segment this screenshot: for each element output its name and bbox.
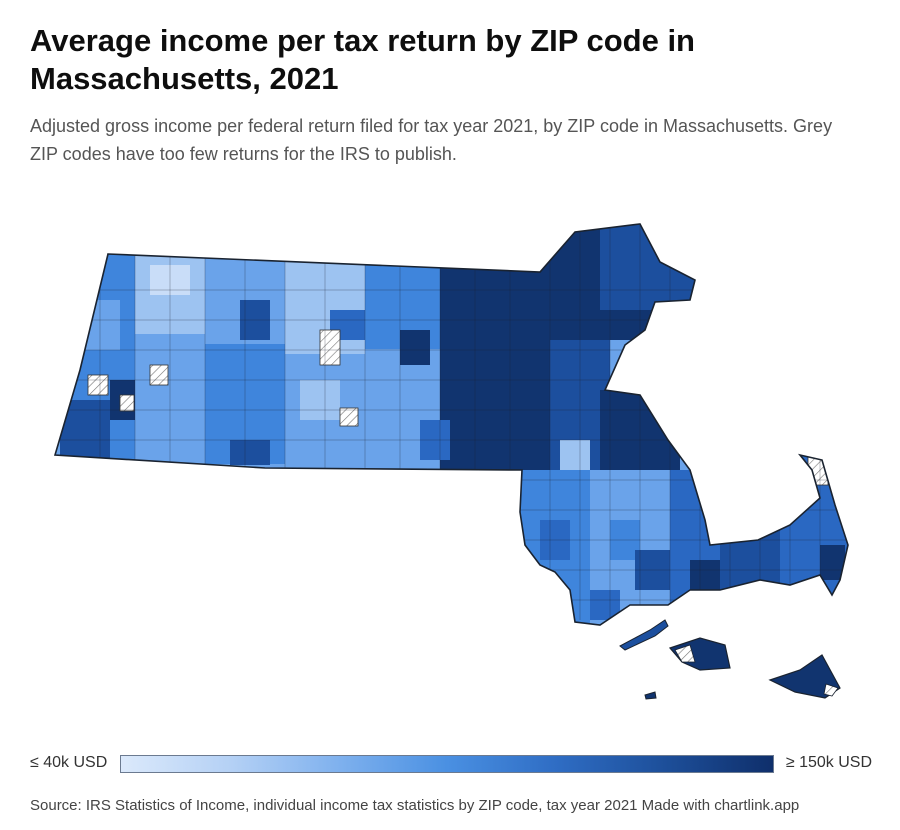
massachusetts-outline [53,223,849,626]
legend-gradient-bar [120,755,774,773]
unpublished-zip-3 [149,364,169,386]
unpublished-zip-6 [119,394,135,412]
color-legend: ≤ 40k USD ≥ 150k USD [30,752,872,778]
zip-region-metro-1 [440,254,550,474]
legend-max-label: ≥ 150k USD [785,754,872,771]
nantucket-unpublished [823,683,839,697]
marthas-vineyard-unpublished [674,644,696,663]
small-island [644,691,657,700]
elizabeth-islands [619,619,669,651]
zip-region-north-shore [600,224,700,310]
legend-min-label: ≤ 40k USD [30,754,108,771]
source-note: Source: IRS Statistics of Income, indivi… [30,797,800,814]
unpublished-zip-4 [339,407,359,427]
nantucket [768,654,841,699]
chart-title: Average income per tax return by ZIP cod… [30,23,695,96]
unpublished-zip-1 [87,374,109,396]
zip-region-southeast-3 [670,470,720,625]
chart-subtitle: Adjusted gross income per federal return… [30,116,833,164]
unpublished-zip-2 [319,329,341,366]
massachusetts-zip-map [53,223,849,700]
